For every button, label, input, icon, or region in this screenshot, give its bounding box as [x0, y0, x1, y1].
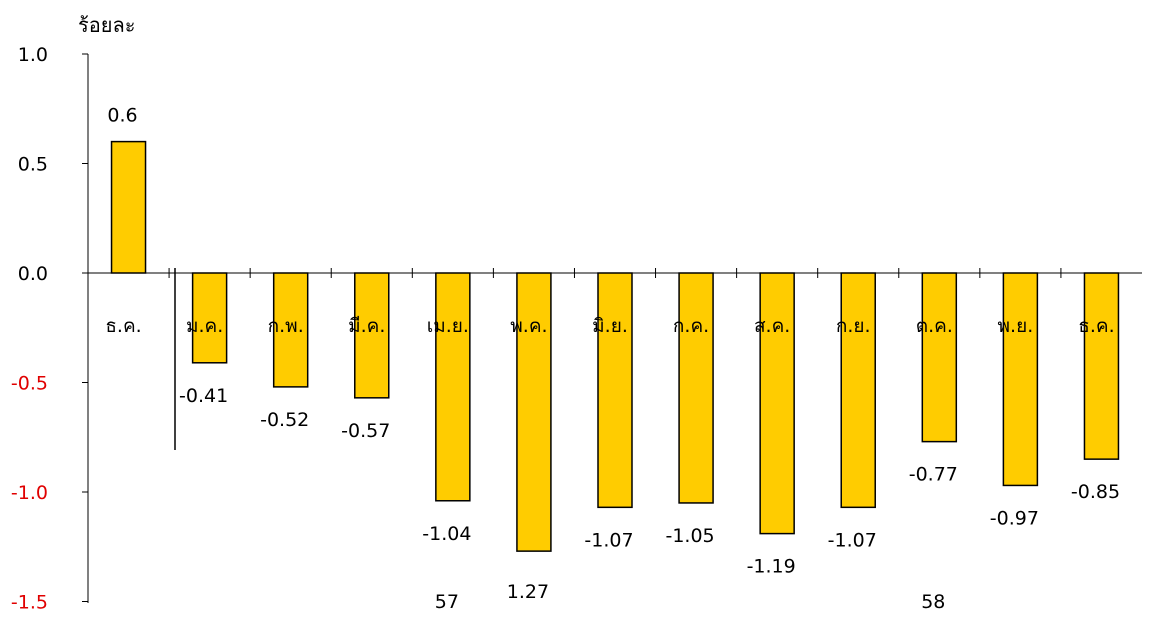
data-label: -1.19 [747, 556, 796, 578]
category-label: ก.พ. [268, 315, 304, 337]
data-label: 0.6 [107, 105, 137, 127]
data-label: 1.27 [507, 581, 549, 603]
data-label: -0.41 [179, 385, 228, 407]
bars [110, 140, 1120, 552]
y-tick-label: -1.5 [11, 592, 48, 614]
data-label: -0.77 [909, 464, 958, 486]
y-tick-label: 1.0 [18, 44, 48, 66]
year-label: 57 [435, 591, 459, 613]
bar [272, 272, 309, 388]
category-label: ม.ค. [186, 315, 223, 337]
bar [678, 272, 714, 504]
category-label: พ.ย. [998, 315, 1034, 337]
category-label: พ.ค. [510, 315, 547, 337]
year-label: 58 [921, 591, 945, 613]
category-label: เม.ย. [427, 315, 469, 337]
bar [435, 272, 471, 502]
category-label: มี.ค. [348, 315, 385, 337]
data-label: -0.85 [1071, 481, 1120, 503]
data-labels: 0.6 -0.41 -0.52 -0.57 -1.04 1.27 -1.07 -1.05 -1.… [107, 105, 1120, 603]
data-label: -1.05 [665, 525, 714, 547]
bar [597, 272, 633, 509]
bar [759, 272, 795, 535]
data-label: -1.07 [828, 529, 877, 551]
y-axis-unit-label: ร้อยละ [78, 13, 135, 37]
bar [840, 272, 876, 509]
category-label: ธ.ค. [1078, 315, 1114, 337]
data-label: -0.57 [341, 420, 390, 442]
data-label: -0.97 [990, 507, 1039, 529]
category-label: ต.ค. [916, 315, 953, 337]
bar [516, 272, 552, 552]
y-tick-label: -1.0 [11, 482, 48, 504]
y-tick-label: 0.0 [18, 263, 48, 285]
bar [1083, 272, 1120, 460]
bar [354, 272, 390, 399]
x-axis-ticks [168, 268, 1062, 278]
bar [110, 140, 147, 274]
bar [191, 272, 228, 364]
y-tick-label: -0.5 [11, 373, 48, 395]
category-label: ส.ค. [754, 315, 790, 337]
category-label: ธ.ค. [105, 315, 141, 337]
data-label: -1.07 [584, 529, 633, 551]
bar [921, 272, 958, 443]
bar [1002, 272, 1039, 487]
y-tick-label: 0.5 [18, 154, 48, 176]
year-labels: 57 58 [435, 591, 946, 613]
category-label: ก.ย. [836, 315, 871, 337]
data-label: -1.04 [422, 523, 471, 545]
category-label: มิ.ย. [592, 315, 628, 337]
category-label: ก.ค. [673, 315, 709, 337]
y-axis-ticks: 1.0 0.5 0.0 -0.5 -1.0 -1.5 [11, 44, 88, 614]
category-labels: ธ.ค. ม.ค. ก.พ. มี.ค. เม.ย. พ.ค. มิ.ย. ก.ค. ส.ค. ก… [105, 315, 1114, 337]
data-label: -0.52 [260, 409, 309, 431]
